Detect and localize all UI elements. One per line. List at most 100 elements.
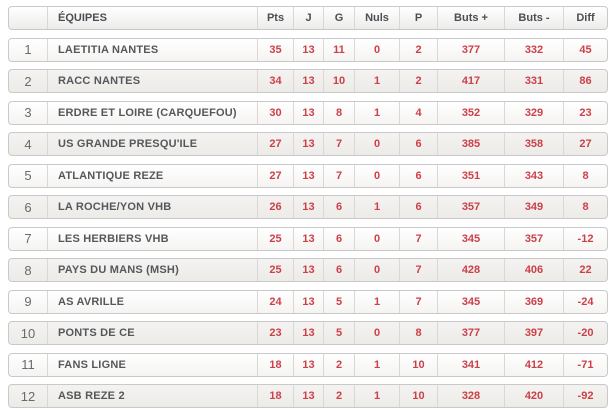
cell-goal-diff: -24	[563, 290, 607, 313]
cell-points: 23	[257, 322, 293, 344]
cell-goal-diff: 8	[563, 196, 607, 218]
cell-team-name: US GRANDE PRESQU'ILE	[47, 133, 257, 155]
cell-rank: 11	[21, 357, 35, 372]
cell-points: 18	[257, 385, 293, 407]
cell-team-name: ASB REZE 2	[47, 385, 257, 407]
cell-losses: 2	[399, 38, 437, 61]
cell-points: 35	[257, 38, 293, 61]
cell-played: 13	[293, 133, 323, 155]
cell-losses: 6	[399, 133, 437, 155]
cell-goal-diff: 8	[563, 164, 607, 187]
cell-losses: 7	[399, 227, 437, 250]
header-cell-nuls: Nuls	[354, 7, 399, 29]
cell-goals-for: 351	[437, 164, 504, 187]
cell-goals-against: 332	[504, 38, 563, 61]
cell-goal-diff: -20	[563, 322, 607, 344]
cell-losses: 10	[399, 353, 437, 376]
cell-rank: 2	[24, 73, 32, 89]
cell-points: 25	[257, 259, 293, 281]
table-row: 10 PONTS DE CE 23 13 5 0 8 377 397 -20	[8, 321, 608, 345]
cell-rank: 6	[24, 199, 32, 215]
table-row: 4 US GRANDE PRESQU'ILE 27 13 7 0 6 385 3…	[8, 132, 608, 156]
header-cell-buts-plus: Buts +	[437, 7, 504, 29]
cell-draws: 1	[354, 290, 399, 313]
cell-wins: 2	[323, 353, 354, 376]
cell-played: 13	[293, 101, 323, 124]
cell-points: 25	[257, 227, 293, 250]
cell-goal-diff: 22	[563, 259, 607, 281]
cell-played: 13	[293, 164, 323, 187]
cell-losses: 10	[399, 385, 437, 407]
cell-goals-against: 397	[504, 322, 563, 344]
cell-team-name: PONTS DE CE	[47, 322, 257, 344]
cell-wins: 7	[323, 164, 354, 187]
cell-goals-for: 385	[437, 133, 504, 155]
cell-wins: 7	[323, 133, 354, 155]
cell-rank: 1	[24, 42, 32, 57]
cell-draws: 1	[354, 196, 399, 218]
cell-goals-for: 377	[437, 38, 504, 61]
cell-draws: 1	[354, 70, 399, 92]
cell-goals-for: 352	[437, 101, 504, 124]
cell-draws: 0	[354, 133, 399, 155]
table-row: 6 LA ROCHE/YON VHB 26 13 6 1 6 357 349 8	[8, 195, 608, 219]
cell-played: 13	[293, 385, 323, 407]
cell-losses: 7	[399, 259, 437, 281]
cell-wins: 6	[323, 227, 354, 250]
cell-played: 13	[293, 353, 323, 376]
cell-rank: 9	[24, 294, 32, 309]
cell-draws: 0	[354, 227, 399, 250]
cell-goals-against: 412	[504, 353, 563, 376]
cell-goals-for: 341	[437, 353, 504, 376]
cell-goals-for: 357	[437, 196, 504, 218]
cell-points: 24	[257, 290, 293, 313]
header-cell-rank	[9, 7, 47, 29]
cell-goals-against: 343	[504, 164, 563, 187]
cell-points: 30	[257, 101, 293, 124]
cell-rank: 4	[24, 136, 32, 152]
cell-goal-diff: -92	[563, 385, 607, 407]
table-header: ÉQUIPES Pts J G Nuls P Buts + Buts - Dif…	[8, 6, 608, 30]
cell-goals-for: 328	[437, 385, 504, 407]
cell-goal-diff: -71	[563, 353, 607, 376]
cell-played: 13	[293, 38, 323, 61]
cell-goals-against: 369	[504, 290, 563, 313]
cell-wins: 8	[323, 101, 354, 124]
cell-draws: 0	[354, 259, 399, 281]
cell-played: 13	[293, 196, 323, 218]
header-cell-j: J	[293, 7, 323, 29]
cell-wins: 5	[323, 322, 354, 344]
table-row: 7 LES HERBIERS VHB 25 13 6 0 7 345 357 -…	[8, 226, 608, 251]
cell-draws: 0	[354, 322, 399, 344]
cell-goals-for: 417	[437, 70, 504, 92]
cell-goal-diff: 27	[563, 133, 607, 155]
cell-losses: 7	[399, 290, 437, 313]
cell-rank: 7	[24, 231, 32, 246]
cell-draws: 1	[354, 101, 399, 124]
header-cell-equipes: ÉQUIPES	[47, 7, 257, 29]
cell-rank: 12	[20, 388, 36, 404]
cell-goals-against: 358	[504, 133, 563, 155]
table-row: 2 RACC NANTES 34 13 10 1 2 417 331 86	[8, 69, 608, 93]
table-row: 1 LAETITIA NANTES 35 13 11 0 2 377 332 4…	[8, 37, 608, 62]
table-row: 11 FANS LIGNE 18 13 2 1 10 341 412 -71	[8, 352, 608, 377]
cell-losses: 2	[399, 70, 437, 92]
cell-team-name: PAYS DU MANS (MSH)	[47, 259, 257, 281]
cell-draws: 0	[354, 164, 399, 187]
header-cell-g: G	[323, 7, 354, 29]
cell-points: 27	[257, 164, 293, 187]
table-body: 1 LAETITIA NANTES 35 13 11 0 2 377 332 4…	[8, 37, 608, 408]
cell-team-name: ATLANTIQUE REZE	[47, 164, 257, 187]
cell-played: 13	[293, 259, 323, 281]
cell-goals-for: 345	[437, 290, 504, 313]
cell-rank: 5	[24, 168, 32, 183]
cell-team-name: AS AVRILLE	[47, 290, 257, 313]
cell-team-name: RACC NANTES	[47, 70, 257, 92]
cell-wins: 10	[323, 70, 354, 92]
cell-team-name: FANS LIGNE	[47, 353, 257, 376]
header-cell-buts-minus: Buts -	[504, 7, 563, 29]
cell-rank: 10	[20, 325, 36, 341]
cell-losses: 4	[399, 101, 437, 124]
cell-played: 13	[293, 227, 323, 250]
header-cell-p: P	[399, 7, 437, 29]
